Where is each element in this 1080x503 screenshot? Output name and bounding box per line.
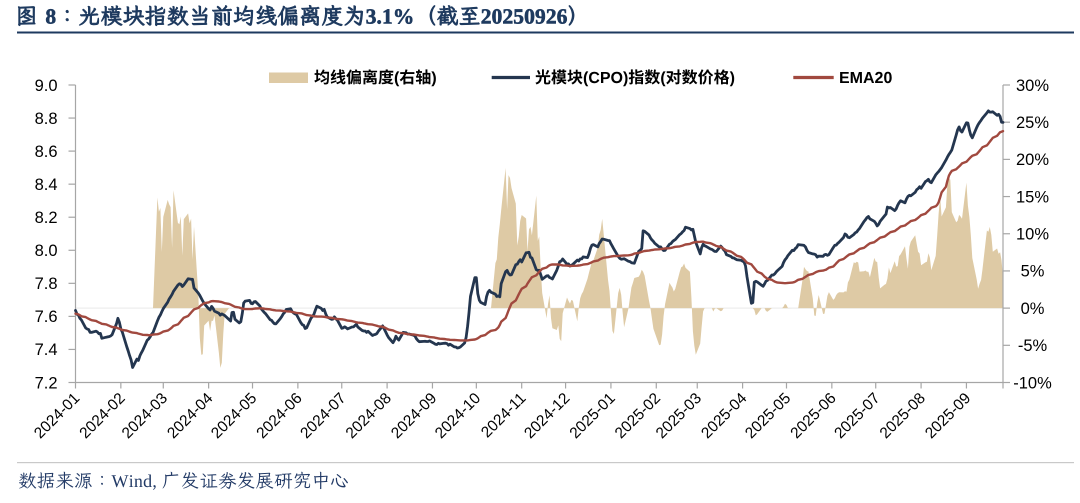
- svg-text:30%: 30%: [1016, 77, 1049, 95]
- svg-text:-10%: -10%: [1013, 374, 1052, 392]
- svg-text:7.2: 7.2: [35, 374, 58, 392]
- svg-text:15%: 15%: [1016, 188, 1049, 206]
- svg-text:7.4: 7.4: [35, 341, 58, 359]
- svg-text:9.0: 9.0: [35, 77, 58, 95]
- svg-text:0%: 0%: [1021, 300, 1045, 318]
- svg-text:10%: 10%: [1016, 226, 1049, 244]
- svg-text:-5%: -5%: [1018, 337, 1048, 355]
- svg-text:8.6: 8.6: [35, 143, 58, 161]
- svg-text:8.4: 8.4: [35, 176, 58, 194]
- svg-text:7.6: 7.6: [35, 308, 58, 326]
- svg-text:8.8: 8.8: [35, 110, 58, 128]
- svg-text:5%: 5%: [1021, 263, 1045, 281]
- svg-text:25%: 25%: [1016, 114, 1049, 132]
- svg-text:8.0: 8.0: [35, 242, 58, 260]
- svg-text:7.8: 7.8: [35, 275, 58, 293]
- svg-text:20%: 20%: [1016, 151, 1049, 169]
- svg-text:8.2: 8.2: [35, 209, 58, 227]
